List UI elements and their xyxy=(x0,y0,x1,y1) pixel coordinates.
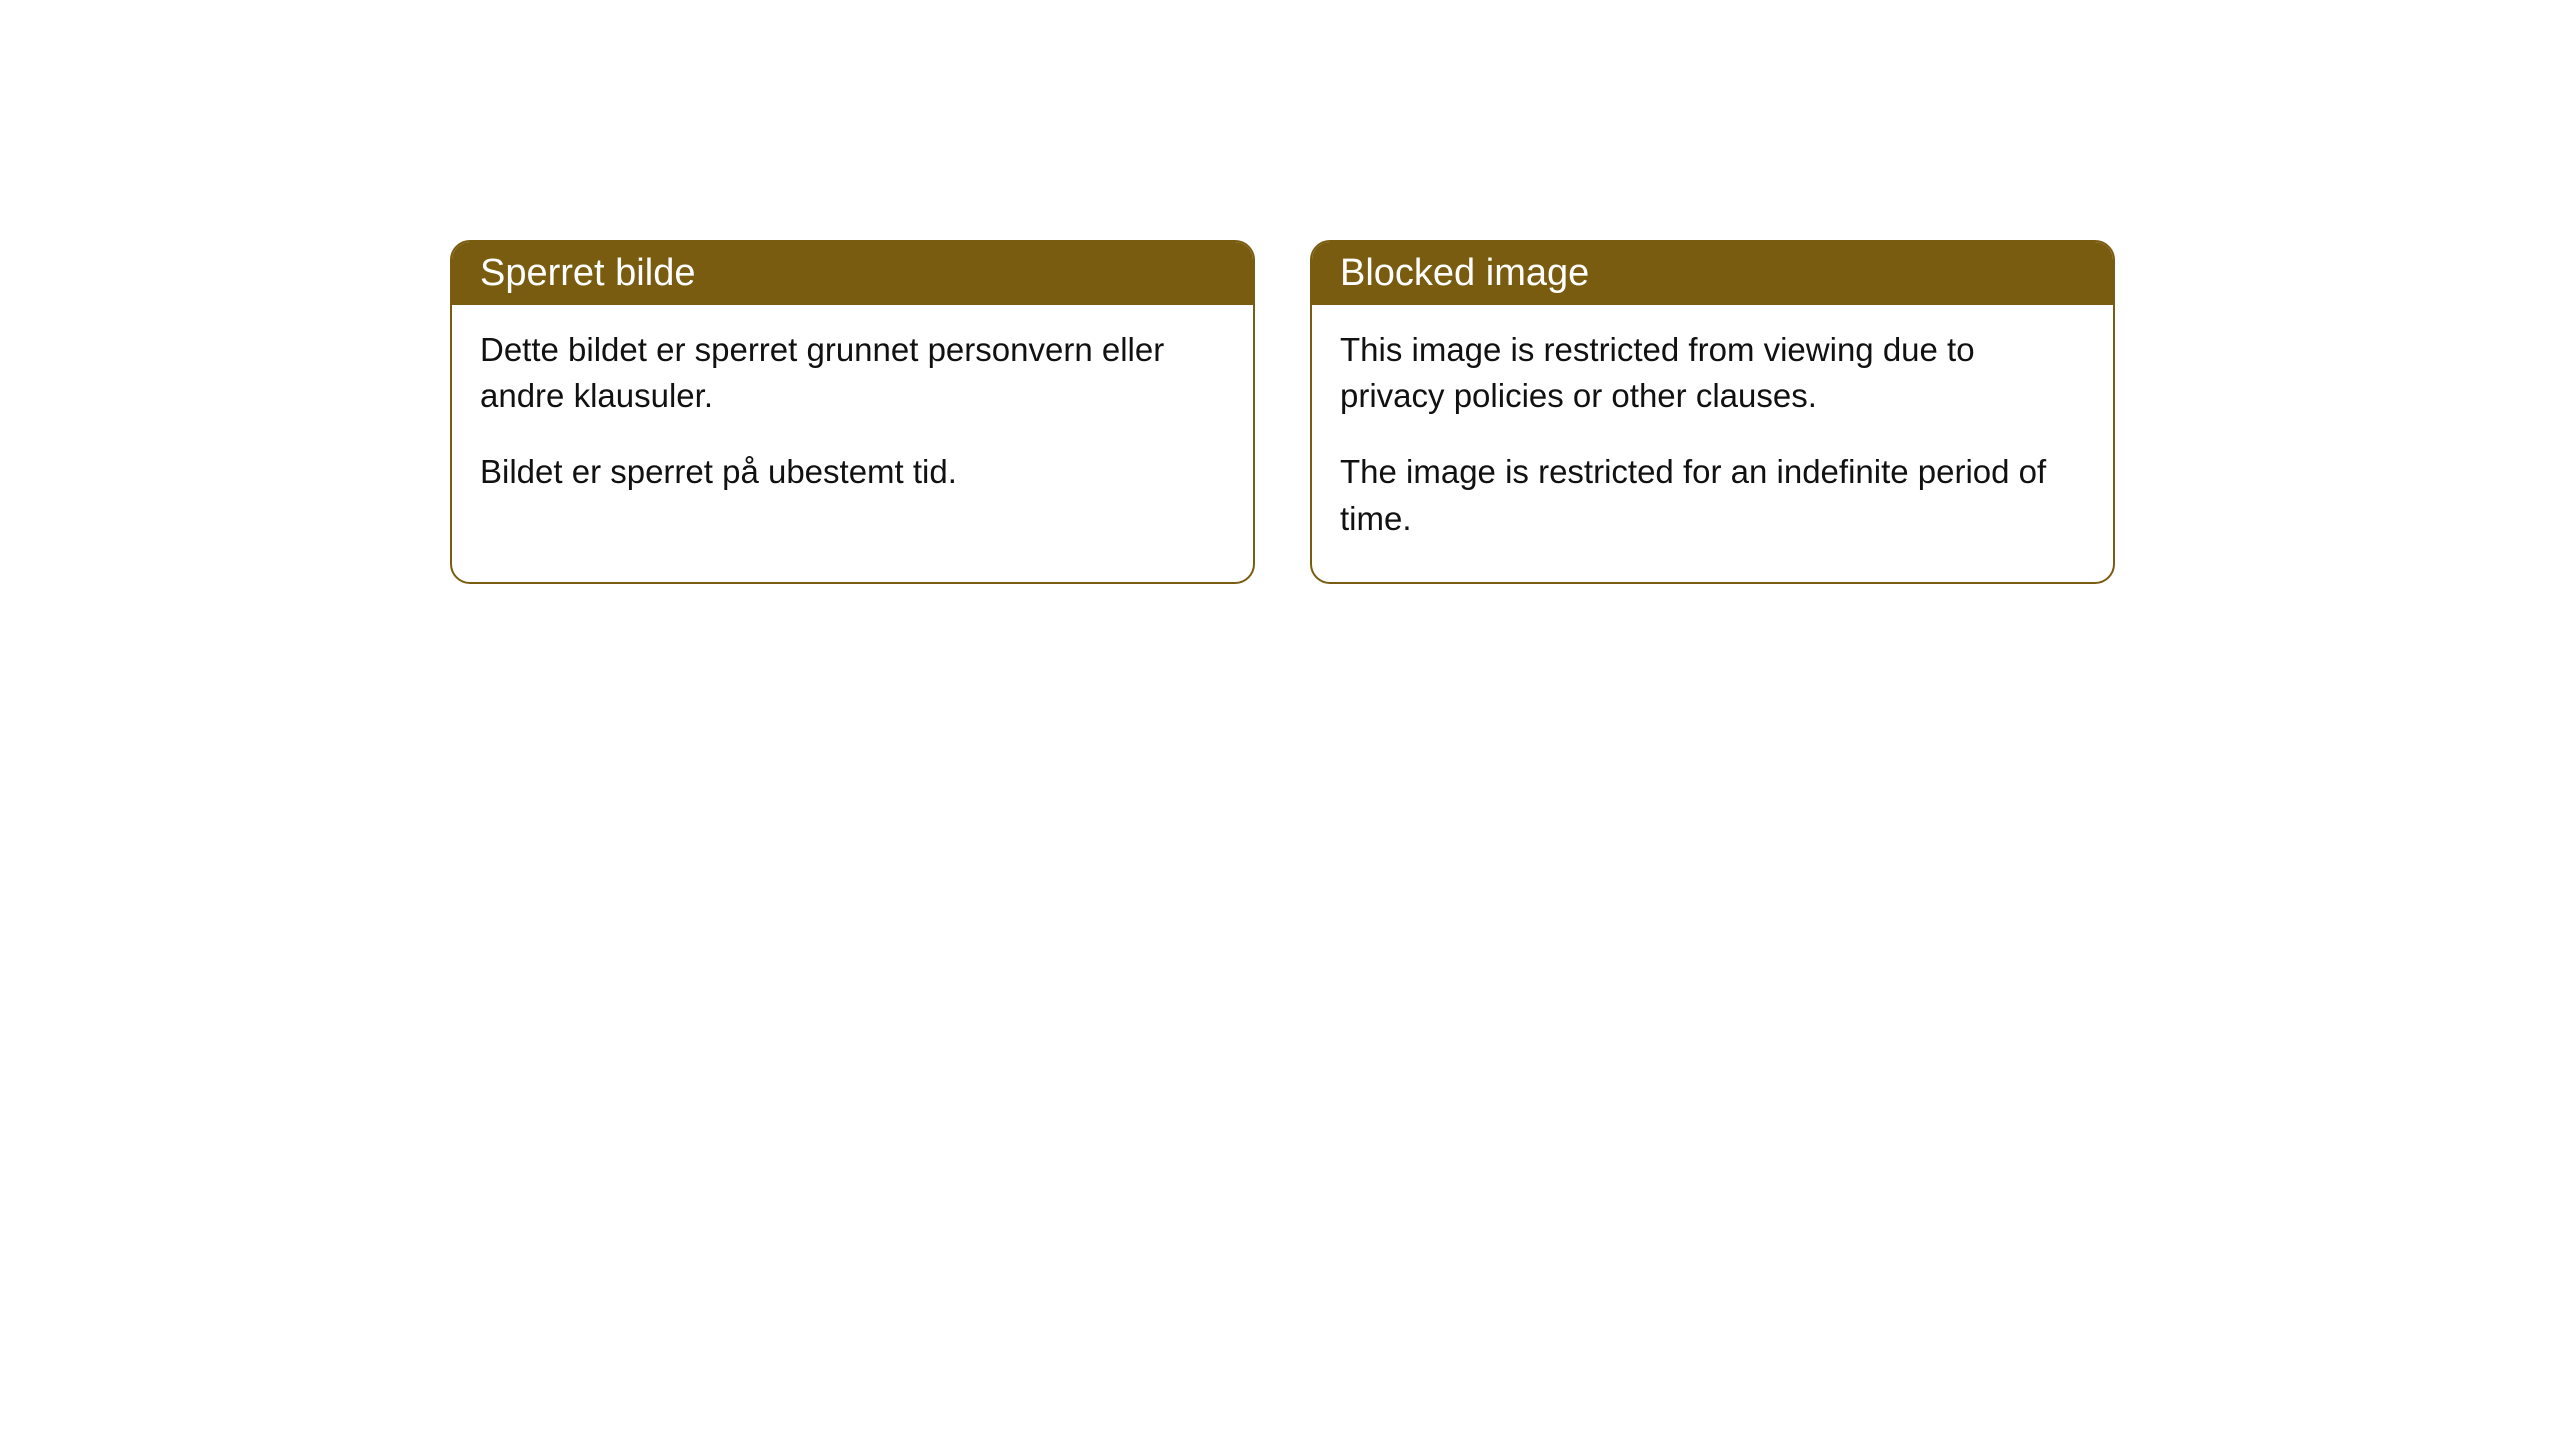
cards-container: Sperret bilde Dette bildet er sperret gr… xyxy=(450,240,2560,584)
card-paragraph-1-english: This image is restricted from viewing du… xyxy=(1340,327,2085,419)
card-header-norwegian: Sperret bilde xyxy=(452,242,1253,305)
card-paragraph-1-norwegian: Dette bildet er sperret grunnet personve… xyxy=(480,327,1225,419)
card-english: Blocked image This image is restricted f… xyxy=(1310,240,2115,584)
card-body-norwegian: Dette bildet er sperret grunnet personve… xyxy=(452,305,1253,536)
card-paragraph-2-norwegian: Bildet er sperret på ubestemt tid. xyxy=(480,449,1225,495)
card-header-english: Blocked image xyxy=(1312,242,2113,305)
card-title-norwegian: Sperret bilde xyxy=(480,252,695,294)
card-body-english: This image is restricted from viewing du… xyxy=(1312,305,2113,582)
card-paragraph-2-english: The image is restricted for an indefinit… xyxy=(1340,449,2085,541)
card-title-english: Blocked image xyxy=(1340,252,1589,294)
card-norwegian: Sperret bilde Dette bildet er sperret gr… xyxy=(450,240,1255,584)
